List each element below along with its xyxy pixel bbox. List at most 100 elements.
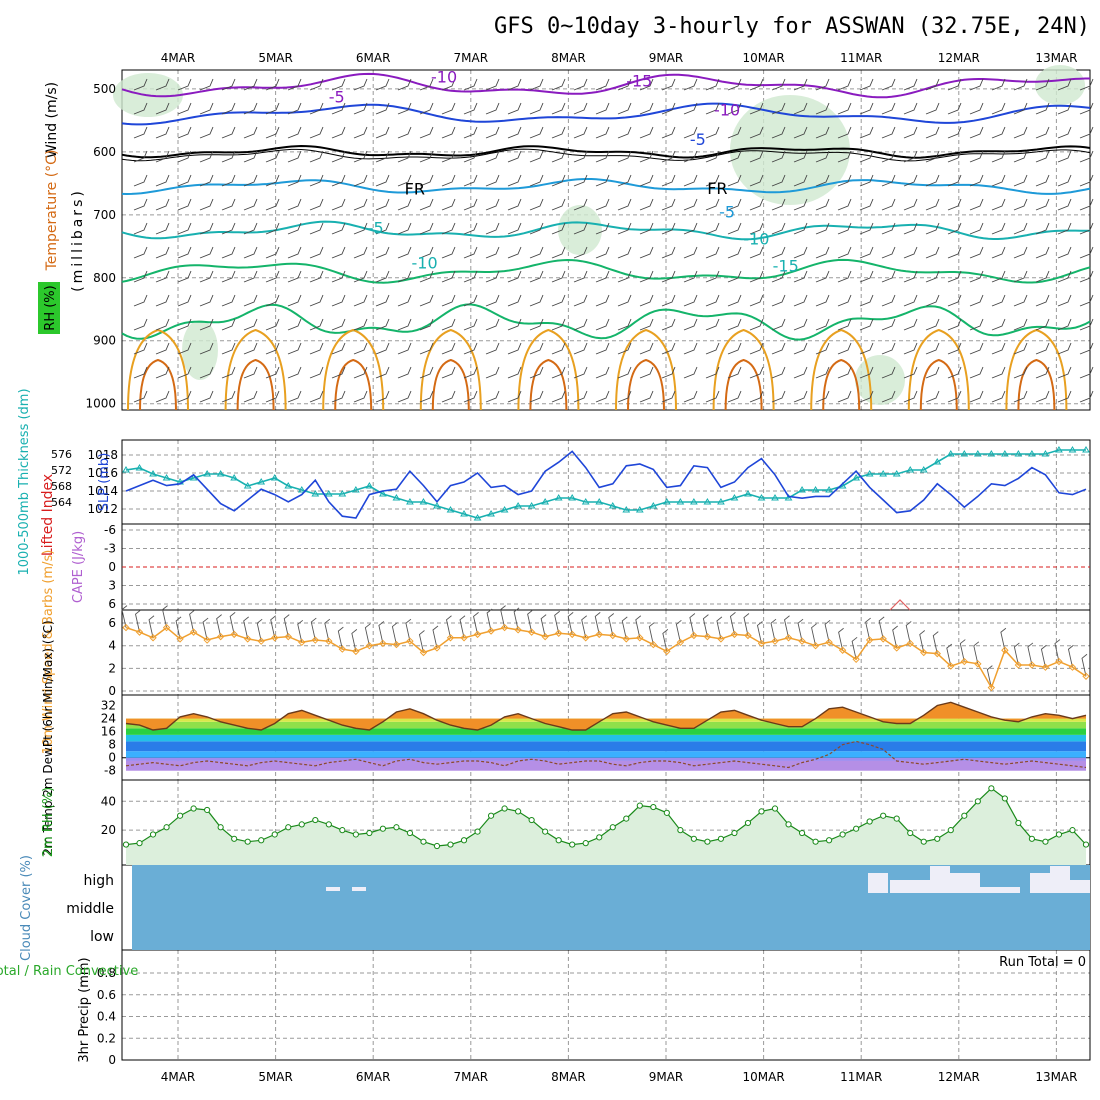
rh-point: [731, 829, 738, 837]
wind-marker: [595, 630, 603, 639]
wind-barb: [881, 390, 896, 403]
thickness-line-marker: [297, 486, 306, 493]
wind-barb: [903, 222, 918, 235]
wind-barb: [507, 126, 522, 139]
wind-barb: [1079, 78, 1094, 91]
wind-barb: [581, 615, 587, 638]
wind-barb: [265, 318, 280, 331]
wind-barb: [485, 150, 500, 163]
wind-barb: [331, 102, 346, 115]
wind-barb: [594, 612, 601, 635]
wind-barb: [287, 318, 302, 331]
wind-barb: [947, 126, 962, 139]
wind-marker: [920, 648, 928, 657]
rh-point: [920, 838, 927, 845]
wind-barb: [617, 78, 632, 91]
wind-barb: [353, 174, 368, 187]
wind-barb: [573, 126, 588, 139]
wind-barb: [661, 150, 676, 163]
thickness-line-marker: [919, 466, 928, 473]
upper-frame: [121, 69, 1091, 411]
wind-barb: [959, 639, 966, 662]
wind-barb: [903, 366, 918, 379]
thickness-line-marker: [406, 498, 414, 505]
wind-marker: [974, 660, 982, 668]
wind-barb: [705, 198, 720, 211]
wind-marker: [622, 635, 630, 643]
wind-barb: [639, 318, 654, 331]
wind-barb: [689, 613, 696, 636]
wind-barb: [463, 174, 478, 187]
wind-barb: [177, 246, 192, 259]
wind-barb: [925, 270, 940, 283]
wind-barb: [815, 246, 830, 259]
wind-barb: [947, 222, 962, 235]
wind-barb: [903, 150, 918, 163]
wind-barb: [419, 198, 434, 211]
upper-ytick: 800: [93, 271, 116, 285]
wind-barb: [419, 222, 434, 235]
wind-barb: [661, 198, 676, 211]
thickness-line-marker: [149, 470, 157, 477]
wind-barb: [353, 246, 368, 259]
wind-barb: [133, 270, 148, 283]
wind-barb: [1057, 174, 1072, 187]
precip-tick: 0.6: [97, 988, 116, 1002]
wind-barb: [903, 318, 918, 331]
rh-point: [663, 809, 670, 816]
rh-point: [528, 816, 535, 824]
wind-barb: [969, 78, 984, 91]
wind-barb: [881, 270, 896, 283]
wind-barb: [837, 390, 852, 403]
thickness-line: [125, 449, 1086, 519]
thickness-line-marker: [324, 490, 333, 497]
wind-barb: [771, 342, 786, 355]
wind-barb: [287, 78, 302, 91]
cloud-high-patch: [1070, 880, 1090, 893]
wind-barb: [705, 126, 720, 139]
wind-barb: [729, 612, 736, 635]
wind-barb: [397, 198, 412, 211]
wind-barb: [969, 318, 984, 331]
wind-marker: [825, 638, 833, 647]
wind-barb: [837, 222, 852, 235]
contour-label: -5: [368, 219, 384, 238]
wind-barb: [991, 390, 1006, 403]
wind-barb: [749, 102, 764, 115]
wind-barb: [595, 150, 610, 163]
wind-barb: [243, 102, 258, 115]
wind-barb: [353, 294, 368, 307]
wind-barb: [837, 78, 852, 91]
wind-barb: [837, 366, 852, 379]
rh-point: [717, 835, 725, 842]
wind-barb: [1079, 222, 1094, 235]
wind-barb: [661, 342, 676, 355]
thickness-line-marker: [230, 474, 239, 481]
wind-barb: [859, 366, 874, 379]
wind-barb: [397, 294, 412, 307]
wind-barb: [265, 246, 280, 259]
wind-barb: [947, 270, 962, 283]
contour-plus20: [615, 328, 677, 411]
wind-barb: [243, 126, 258, 139]
wind-barb: [463, 126, 478, 139]
wind-barb: [309, 294, 324, 307]
wind-barb: [771, 294, 786, 307]
rh-point: [988, 785, 995, 792]
wind-barb: [243, 294, 258, 307]
wind-barb: [1035, 246, 1050, 259]
wind-barb: [375, 126, 390, 139]
wind-barb: [969, 390, 984, 403]
wind-barb: [397, 246, 412, 259]
thickness-line-marker: [987, 450, 996, 457]
wind-marker: [257, 637, 265, 645]
wind-barb: [573, 150, 588, 163]
rh-point: [366, 829, 373, 837]
thickness-line-marker: [365, 482, 374, 489]
contour-plus25: [236, 358, 275, 411]
wind-barb: [1079, 270, 1094, 283]
wind-barb: [771, 150, 786, 163]
wind-barb: [265, 390, 280, 403]
wind-marker: [703, 632, 712, 641]
wind-barb: [749, 366, 764, 379]
